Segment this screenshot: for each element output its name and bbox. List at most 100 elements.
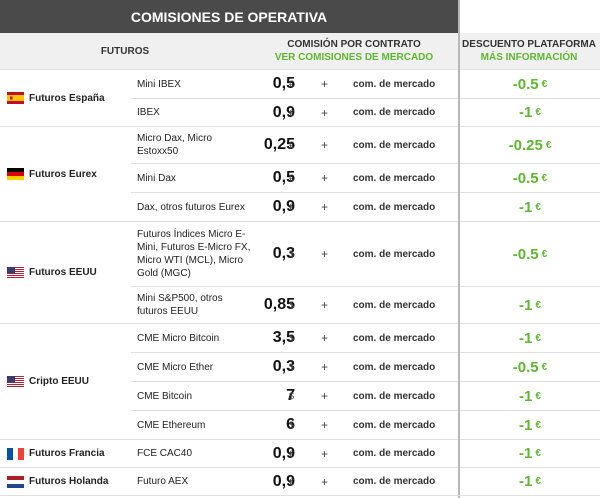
discount-currency: € bbox=[541, 248, 548, 260]
product-name: Micro Dax, Micro Estoxx50 bbox=[137, 133, 213, 157]
table-row: Micro Dax, Micro Estoxx50 0,25 € + com. … bbox=[131, 126, 600, 163]
group-row: Futuros España bbox=[0, 69, 131, 126]
platform-discount: -1 € bbox=[460, 193, 600, 221]
netherlands-flag-icon bbox=[7, 475, 24, 488]
product-name: Mini IBEX bbox=[137, 78, 181, 90]
discount-value: -1 bbox=[519, 296, 533, 314]
germany-flag-icon bbox=[7, 168, 24, 180]
table-row: Mini S&P500, otros futuros EEUU 0,85 $ +… bbox=[131, 286, 600, 323]
market-commission-label: com. de mercado bbox=[353, 419, 436, 431]
market-commission-label: com. de mercado bbox=[353, 390, 436, 402]
discount-currency: € bbox=[535, 332, 541, 344]
market-commission-label: com. de mercado bbox=[353, 332, 436, 344]
commission-currency: € bbox=[289, 107, 295, 118]
group-row: Futuros Francia bbox=[0, 439, 131, 467]
commission-value: 0,9 bbox=[272, 198, 295, 215]
plus-sign: + bbox=[321, 138, 329, 152]
group-label: Futuros Eurex bbox=[29, 168, 97, 180]
commission-currency: $ bbox=[289, 362, 295, 372]
plus-sign: + bbox=[321, 474, 329, 489]
table-row: Futuros Índices Micro E-Mini, Futuros E-… bbox=[131, 221, 600, 286]
group-row: Futuros Eurex bbox=[0, 126, 131, 221]
discount-currency: € bbox=[535, 476, 541, 487]
product-name: Mini S&P500, otros futuros EEUU bbox=[137, 293, 223, 317]
discount-currency: € bbox=[535, 299, 541, 311]
discount-value: -0.5 bbox=[512, 358, 539, 376]
commission-currency: $ bbox=[289, 249, 295, 259]
discount-value: -0.5 bbox=[512, 75, 539, 93]
table-row: FCE CAC40 0,9 € + com. de mercado -1 € bbox=[131, 439, 600, 467]
market-commission-label: com. de mercado bbox=[353, 201, 436, 213]
discount-value: -1 bbox=[519, 416, 533, 434]
market-commission-label: com. de mercado bbox=[353, 361, 436, 373]
bottom-divider bbox=[0, 495, 600, 496]
market-commission-label: com. de mercado bbox=[353, 78, 436, 90]
platform-discount: -1 € bbox=[460, 382, 600, 410]
market-commissions-link[interactable]: VER COMISIONES DE MERCADO bbox=[274, 52, 434, 63]
plus-sign: + bbox=[321, 200, 329, 214]
discount-currency: € bbox=[541, 172, 548, 184]
commission-value: 6 bbox=[286, 416, 295, 433]
group-row: Futuros EEUU bbox=[0, 221, 131, 323]
discount-value: -1 bbox=[519, 387, 533, 405]
group-label: Cripto EEUU bbox=[29, 376, 89, 387]
more-info-link[interactable]: MÁS INFORMACIÓN bbox=[480, 52, 578, 63]
plus-sign: + bbox=[321, 77, 329, 91]
platform-discount: -0.25 € bbox=[460, 127, 600, 163]
market-commission-label: com. de mercado bbox=[353, 448, 436, 459]
table-row: IBEX 0,9 € + com. de mercado -1 € bbox=[131, 98, 600, 126]
platform-discount: -0.5 € bbox=[460, 164, 600, 192]
discount-currency: € bbox=[535, 390, 541, 402]
platform-discount: -0.5 € bbox=[460, 353, 600, 381]
plus-sign: + bbox=[321, 298, 329, 312]
market-commission-label: com. de mercado bbox=[353, 139, 436, 151]
platform-discount: -1 € bbox=[460, 99, 600, 126]
platform-discount: -1 € bbox=[460, 411, 600, 439]
discount-value: -1 bbox=[519, 198, 533, 216]
market-commission-label: com. de mercado bbox=[353, 299, 436, 311]
commission-currency: € bbox=[289, 79, 295, 89]
market-commission-label: com. de mercado bbox=[353, 107, 436, 118]
commission-currency: € bbox=[289, 448, 295, 459]
table-row: Mini IBEX 0,5 € + com. de mercado -0.5 € bbox=[131, 69, 600, 98]
table-title: COMISIONES DE OPERATIVA bbox=[0, 0, 458, 33]
commission-value: 3,5 bbox=[272, 329, 295, 346]
plus-sign: + bbox=[321, 171, 329, 185]
product-name: CME Micro Bitcoin bbox=[137, 332, 220, 344]
commission-value: 0,9 bbox=[272, 472, 295, 490]
usa-flag-icon bbox=[7, 266, 24, 279]
group-label: Futuros EEUU bbox=[29, 267, 97, 278]
plus-sign: + bbox=[321, 389, 329, 403]
table-row: CME Micro Ether 0,3 $ + com. de mercado … bbox=[131, 352, 600, 381]
commission-currency: € bbox=[289, 173, 295, 183]
discount-currency: € bbox=[535, 419, 541, 431]
plus-sign: + bbox=[321, 247, 329, 261]
commission-currency: € bbox=[289, 140, 295, 150]
platform-discount: -1 € bbox=[460, 287, 600, 323]
table-row: Dax, otros futuros Eurex 0,9 € + com. de… bbox=[131, 192, 600, 221]
commission-value: 0,85 bbox=[263, 296, 295, 313]
commission-currency: $ bbox=[289, 420, 295, 430]
platform-discount: -1 € bbox=[460, 440, 600, 467]
discount-currency: € bbox=[535, 201, 541, 213]
commission-value: 0,3 bbox=[272, 358, 295, 375]
discount-currency: € bbox=[541, 78, 548, 90]
header-descuento: DESCUENTO PLATAFORMA MÁS INFORMACIÓN bbox=[458, 33, 600, 69]
product-name: Futuros Índices Micro E-Mini, Futuros E-… bbox=[137, 229, 251, 279]
product-name: CME Bitcoin bbox=[137, 390, 193, 402]
group-label: Futuros Francia bbox=[29, 448, 105, 459]
france-flag-icon bbox=[7, 447, 24, 460]
platform-discount: -0.5 € bbox=[460, 70, 600, 98]
usa-flag-icon bbox=[7, 375, 24, 388]
group-row: Cripto EEUU bbox=[0, 323, 131, 439]
spain-flag-icon bbox=[7, 92, 24, 104]
market-commission-label: com. de mercado bbox=[353, 476, 436, 487]
table-row: CME Micro Bitcoin 3,5 $ + com. de mercad… bbox=[131, 323, 600, 352]
commission-value: 0,9 bbox=[272, 444, 295, 462]
commission-currency: $ bbox=[289, 333, 295, 343]
header-futuros: FUTUROS bbox=[0, 33, 250, 69]
discount-value: -1 bbox=[519, 473, 533, 490]
column-divider bbox=[458, 0, 460, 498]
header-futuros-label: FUTUROS bbox=[100, 45, 150, 57]
